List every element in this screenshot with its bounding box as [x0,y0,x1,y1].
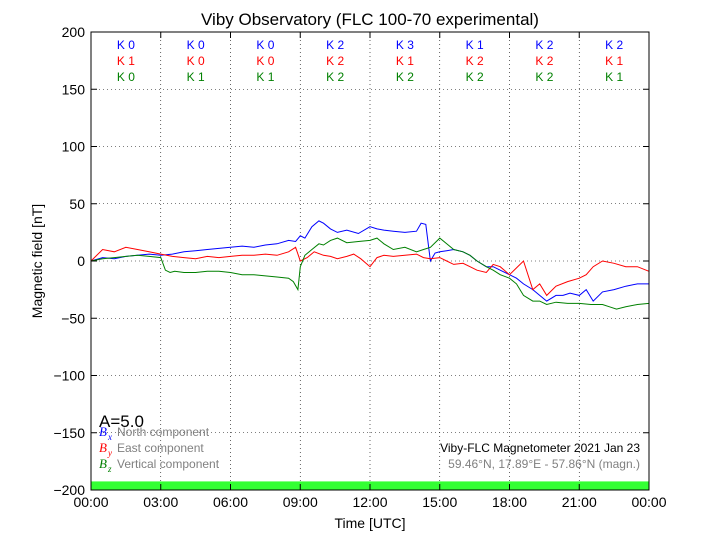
k-index-value: K 0 [117,70,135,84]
instrument-info: Viby-FLC Magnetometer 2021 Jan 23 [440,441,640,455]
legend-symbol: B [99,424,107,439]
x-tick-label: 12:00 [352,494,387,510]
series-line-y [90,246,650,297]
k-index-value: K 1 [396,54,414,68]
y-tick-label: −150 [53,425,85,441]
k-index-value: K 1 [605,54,623,68]
legend-label: Vertical component [117,457,220,471]
axis-ticks: −200 −150 −100 −50 0 50 100 150 200 00:00 03:00 06:… [53,24,666,510]
k-index-value: K 0 [256,38,274,52]
k-index-table: K 0 K 0 K 0 K 2 K 3 K 1 K 2 K 2 K 1 K 0 K 0 K 2 K 1 K… [117,38,624,84]
k-index-value: K 2 [326,70,344,84]
x-tick-label: 00:00 [631,494,666,510]
k-index-value: K 0 [117,38,135,52]
y-tick-label: −200 [53,482,85,498]
k-index-value: K 1 [187,70,205,84]
location-info: 59.46°N, 17.89°E - 57.86°N (magn.) [448,457,640,471]
k-index-value: K 2 [535,54,553,68]
legend-symbol: B [99,440,107,455]
x-tick-label: 18:00 [492,494,527,510]
k-index-value: K 2 [466,54,484,68]
a-index-label: A=5.0 [99,412,144,431]
legend-subscript: x [107,432,112,442]
k-index-value: K 2 [535,70,553,84]
k-index-value: K 3 [396,38,414,52]
series-lines [90,220,650,310]
y-tick-label: −50 [61,310,85,326]
legend-label: East component [117,441,204,455]
y-tick-label: −100 [53,368,85,384]
y-tick-label: 50 [69,196,85,212]
k-index-value: K 2 [605,38,623,52]
legend-symbol: B [99,456,107,471]
k-index-value: K 0 [187,54,205,68]
k-index-value: K 2 [535,38,553,52]
y-tick-label: 0 [77,253,85,269]
y-tick-label: 200 [62,24,86,40]
k-index-value: K 2 [466,70,484,84]
legend-subscript: y [107,448,112,458]
k-index-value: K 2 [326,38,344,52]
k-index-value: K 2 [396,70,414,84]
x-tick-label: 06:00 [213,494,248,510]
x-tick-label: 15:00 [422,494,457,510]
series-line-x [90,220,649,302]
grid [91,32,649,490]
y-tick-label: 100 [62,139,86,155]
k-index-value: K 1 [466,38,484,52]
x-tick-label: 21:00 [562,494,597,510]
legend-subscript: z [107,464,112,474]
chart-title: Viby Observatory (FLC 100-70 experimenta… [201,10,539,29]
y-axis-label: Magnetic field [nT] [29,204,45,318]
x-tick-label: 09:00 [283,494,318,510]
k-index-value: K 0 [256,54,274,68]
legend-label: North component [117,425,210,439]
k-index-value: K 1 [256,70,274,84]
y-tick-label: 150 [62,81,86,97]
x-axis-label: Time [UTC] [334,515,405,531]
k-index-value: K 1 [117,54,135,68]
x-tick-label: 00:00 [73,494,108,510]
k-index-value: K 2 [326,54,344,68]
x-tick-label: 03:00 [143,494,178,510]
k-index-value: K 0 [187,38,205,52]
series-line-z [90,237,650,310]
k-index-value: K 1 [605,70,623,84]
